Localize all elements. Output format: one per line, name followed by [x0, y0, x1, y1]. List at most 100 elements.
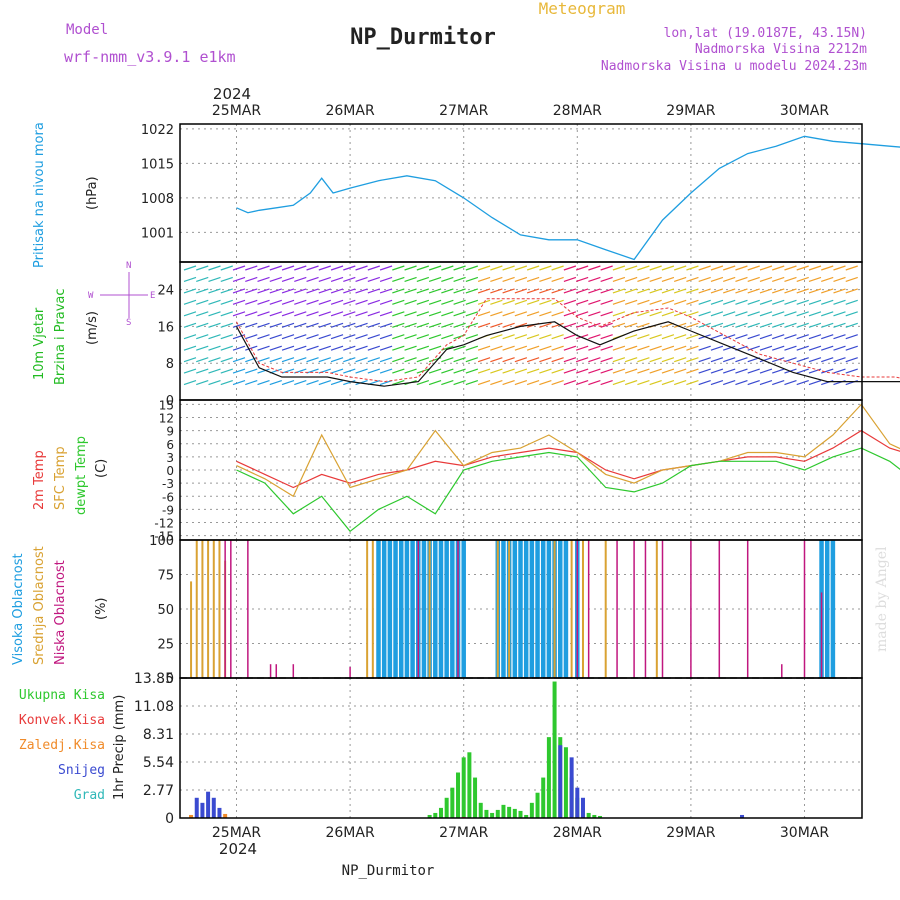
wind-barb	[575, 322, 589, 328]
wind-barb	[723, 265, 736, 271]
wind-barb	[649, 276, 662, 283]
wind-barb	[624, 357, 638, 363]
precip-bar	[194, 797, 199, 818]
wind-barb	[661, 357, 675, 363]
precip-legend-conv: Konvek.Kisa	[19, 713, 105, 728]
cloud-bar	[376, 540, 381, 678]
wind-barb	[833, 368, 846, 374]
wind-barb	[490, 368, 503, 374]
wind-barb	[563, 276, 577, 283]
wind-barb	[539, 334, 552, 340]
wind-barb	[306, 276, 319, 283]
wind-barb	[392, 299, 405, 305]
cloud-bar	[349, 666, 351, 678]
wind-barb	[526, 288, 540, 294]
wind-barb	[245, 265, 258, 271]
precip-bar	[580, 797, 585, 818]
wind-barb	[821, 345, 834, 351]
wind-barb	[735, 357, 748, 363]
wind-barb	[588, 265, 601, 271]
pressure-tick-label: 1022	[141, 123, 174, 138]
wind-barb	[196, 265, 209, 271]
wind-barb	[392, 368, 405, 374]
wind-barb	[392, 357, 405, 363]
wind-barb	[747, 379, 760, 386]
temp-tick-label: 0	[166, 464, 174, 478]
wind-barb	[845, 345, 858, 351]
cloud-bar	[633, 540, 635, 678]
wind-barb	[232, 322, 246, 328]
temp-legend-sfc: SFC Temp	[53, 446, 68, 510]
wind-barb	[624, 379, 638, 386]
precip-tick-label: 11.08	[134, 699, 174, 715]
cloud-bar	[207, 540, 210, 678]
wind-barb	[330, 379, 344, 386]
wind-barb	[588, 322, 601, 328]
precip-bar	[558, 745, 563, 818]
cloud-bar	[421, 540, 427, 678]
temp-tick-label: 3	[166, 451, 174, 465]
wind-barb	[502, 265, 515, 271]
wind-barb	[821, 322, 834, 328]
wind-barb	[245, 357, 258, 363]
cloud-bar	[540, 540, 546, 678]
wind-barb	[637, 368, 650, 374]
wind-barb	[208, 322, 221, 328]
wind-barb	[453, 368, 466, 374]
footer-station: NP_Durmitor	[342, 863, 435, 879]
wind-barb	[845, 322, 858, 328]
cloud-bar	[387, 540, 393, 678]
wind-barb	[453, 379, 466, 386]
cloud-bar	[292, 664, 295, 678]
wind-barb	[686, 299, 699, 305]
wind-barb	[784, 334, 797, 340]
wind-barb	[245, 379, 258, 386]
pressure-tick-label: 1008	[141, 192, 174, 207]
wind-barb	[441, 265, 454, 271]
wind-barb	[772, 357, 785, 363]
wind-barb	[772, 265, 785, 271]
wind-barb	[183, 334, 197, 340]
model-label: Model	[66, 22, 108, 38]
temp-unit: (C)	[94, 459, 109, 478]
wind-barb	[490, 345, 503, 351]
day-label-bottom: 26MAR	[325, 825, 374, 841]
wind-barb	[710, 357, 724, 363]
wind-barb	[588, 345, 601, 351]
wind-barb	[477, 368, 491, 374]
precip-bar	[223, 813, 228, 818]
wind-barb	[808, 311, 822, 317]
day-label-bottom: 27MAR	[439, 825, 488, 841]
wind-barb	[784, 357, 797, 363]
wind-barb	[759, 288, 773, 294]
wind-barb	[465, 368, 479, 374]
wind-barb	[355, 368, 368, 374]
wind-unit: (m/s)	[85, 311, 100, 345]
wind-barb	[808, 379, 822, 386]
wind-barb	[563, 322, 577, 328]
pressure-series-line	[236, 135, 900, 261]
wind-barb	[428, 288, 442, 294]
wind-barb	[392, 276, 405, 283]
wind-tick-label: 8	[166, 357, 174, 372]
wind-barb	[796, 368, 809, 374]
wind-barb	[588, 368, 601, 374]
wind-barb	[257, 288, 270, 294]
wind-barb	[281, 299, 295, 305]
svg-text:E: E	[150, 291, 155, 301]
wind-barb	[416, 357, 430, 363]
wind-barb	[747, 288, 760, 294]
cloud-bar	[190, 581, 193, 678]
elevation-label: Nadmorska Visina 2212m	[695, 42, 867, 57]
wind-barb	[306, 299, 319, 305]
wind-barb	[686, 334, 699, 340]
wind-barb	[208, 311, 221, 317]
precip-bar	[206, 791, 211, 818]
wind-barb	[735, 311, 748, 317]
wind-barb	[821, 276, 834, 283]
wind-barb	[845, 265, 858, 271]
wind-barb	[477, 345, 491, 351]
wind-barb	[502, 276, 515, 283]
wind-barb	[404, 276, 417, 283]
wind-barb	[637, 276, 650, 283]
